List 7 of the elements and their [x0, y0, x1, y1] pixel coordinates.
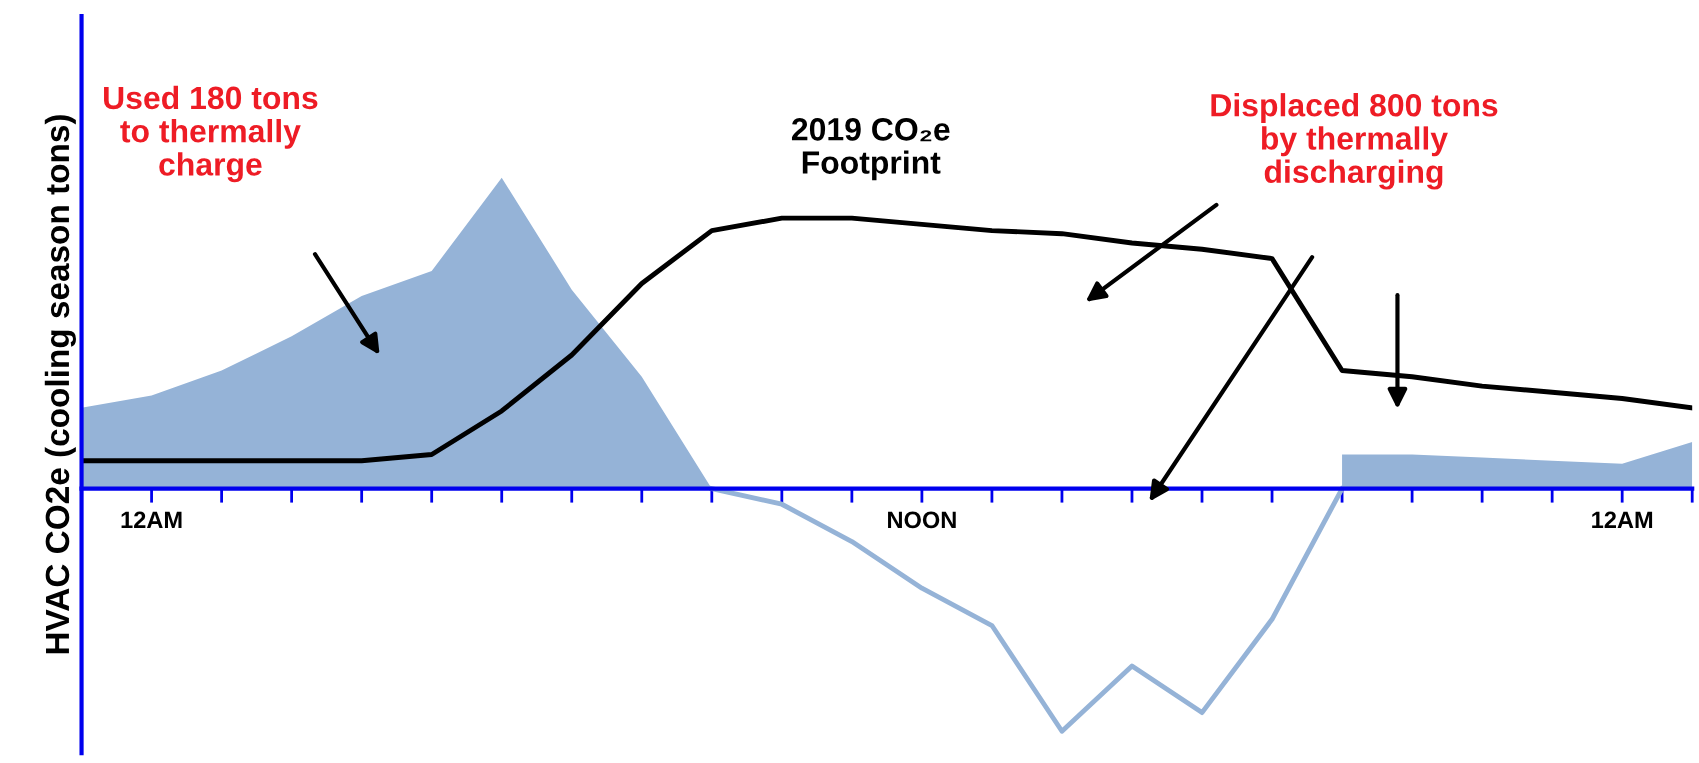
- annotation: Displaced 800 tons by thermally discharging: [1211, 93, 1498, 190]
- annotation: Used 180 tons to thermally charge: [104, 85, 318, 183]
- annotation: 2019 CO₂e Footprint: [791, 118, 950, 181]
- y-axis-title: HVAC CO2e (cooling season tons): [44, 115, 76, 654]
- x-tick-label: 12AM: [121, 511, 182, 529]
- x-tick-label: NOON: [888, 511, 956, 529]
- x-tick-label: 12AM: [1592, 511, 1653, 529]
